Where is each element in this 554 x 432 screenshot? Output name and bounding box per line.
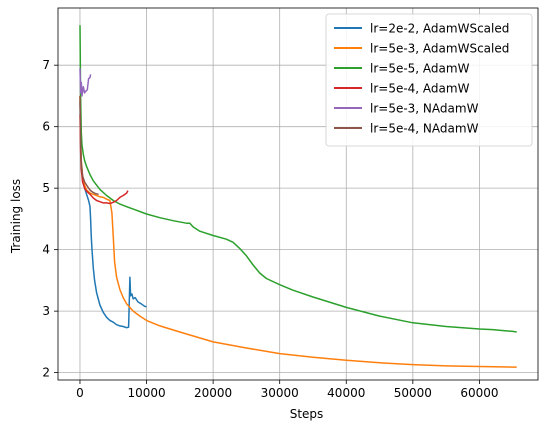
y-tick-label: 5: [42, 181, 50, 195]
y-axis-label: Training loss: [9, 179, 23, 254]
series-lines: [79, 25, 517, 368]
series-line-2: [79, 95, 517, 368]
x-tick-label: 10000: [127, 386, 165, 400]
y-tick-label: 4: [42, 243, 50, 257]
x-tick-label: 20000: [194, 386, 232, 400]
y-tick-label: 2: [42, 366, 50, 380]
legend-label: lr=2e-2, AdamWScaled: [370, 22, 509, 36]
y-tick-label: 3: [42, 304, 50, 318]
x-tick-label: 50000: [394, 386, 432, 400]
axis-ticks: 0 10000 20000 30000 40000 50000 60000 2 3 4 5 6 7: [42, 58, 498, 400]
series-line-6: [79, 95, 99, 196]
x-tick-label: 0: [76, 386, 84, 400]
y-tick-label: 7: [42, 58, 50, 72]
series-line-4: [79, 114, 129, 205]
series-line-1: [79, 102, 147, 329]
series-line-3: [79, 25, 517, 333]
x-tick-label: 30000: [261, 386, 299, 400]
x-tick-label: 40000: [327, 386, 365, 400]
y-tick-label: 6: [42, 120, 50, 134]
legend-label: lr=5e-3, NAdamW: [370, 102, 479, 116]
legend-box: [325, 13, 533, 147]
legend-label: lr=5e-5, AdamW: [370, 62, 470, 76]
legend-label: lr=5e-3, AdamWScaled: [370, 42, 509, 56]
legend-label: lr=5e-4, NAdamW: [370, 122, 479, 136]
plot-frame: [57, 7, 539, 381]
series-line-5: [79, 68, 92, 97]
x-tick-label: 60000: [460, 386, 498, 400]
x-axis-label: Steps: [290, 407, 324, 421]
legend: lr=2e-2, AdamWScaled lr=5e-3, AdamWScaled…: [325, 13, 533, 147]
legend-label: lr=5e-4, AdamW: [370, 82, 470, 96]
